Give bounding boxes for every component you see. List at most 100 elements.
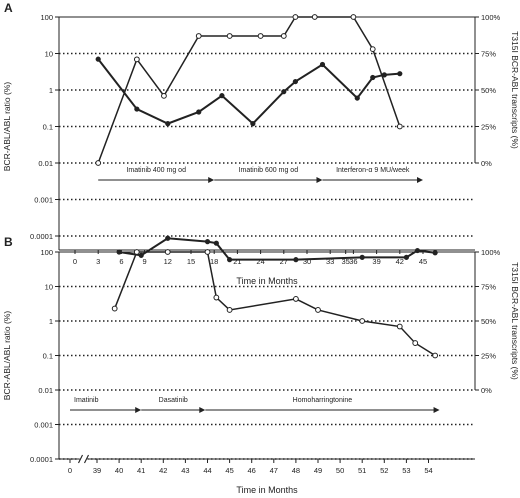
data-point — [369, 46, 376, 53]
data-point — [134, 106, 140, 112]
x-tick-label: 39 — [93, 466, 101, 475]
data-point — [95, 160, 102, 166]
data-point — [213, 294, 220, 301]
data-point — [213, 240, 219, 246]
x-tick-label: 44 — [203, 466, 211, 475]
data-point — [319, 61, 326, 68]
therapy-label: Imatinib 400 mg od — [126, 167, 186, 174]
therapy-arrowhead — [433, 407, 440, 413]
data-point — [315, 307, 321, 313]
data-point — [280, 33, 287, 39]
data-point — [226, 307, 233, 313]
x-tick-label: 21 — [233, 257, 241, 266]
y-right-tick-label: 25% — [481, 123, 496, 132]
x-tick-label: 33 — [326, 257, 334, 266]
data-point — [165, 121, 171, 127]
data-point — [227, 257, 233, 263]
y-left-tick-label: 1 — [49, 86, 53, 95]
therapy-arrowhead — [417, 177, 423, 183]
x-tick-label: 45 — [419, 257, 427, 266]
x-tick-label: 39 — [372, 257, 380, 266]
y-left-axis-title: BCR-ABL/ABL ratio (%) — [2, 82, 12, 172]
data-point — [138, 252, 144, 258]
x-tick-label: 51 — [358, 466, 366, 475]
x-tick-label: 47 — [270, 466, 278, 475]
x-tick-label: 36 — [349, 257, 357, 266]
x-tick-label: 41 — [137, 466, 145, 475]
axis-break-gap — [79, 455, 88, 463]
data-point — [204, 239, 211, 245]
data-point — [204, 249, 211, 255]
x-tick-label: 45 — [225, 466, 233, 475]
y-left-tick-label: 0.01 — [38, 159, 53, 168]
data-point — [133, 56, 140, 63]
y-right-tick-label: 75% — [481, 283, 496, 292]
x-tick-label: 52 — [380, 466, 388, 475]
x-tick-label: 27 — [280, 257, 288, 266]
data-point — [292, 14, 299, 20]
x-tick-label: 18 — [210, 257, 218, 266]
x-tick-label: 24 — [256, 257, 264, 266]
data-point — [95, 56, 101, 62]
x-tick-label: 46 — [248, 466, 256, 475]
y-left-tick-label: 0.0001 — [30, 232, 53, 241]
y-right-tick-label: 50% — [481, 86, 496, 95]
y-left-tick-label: 0.0001 — [30, 455, 53, 464]
x-tick-label: 0 — [73, 257, 77, 266]
data-point — [403, 254, 409, 260]
x-tick-label: 15 — [187, 257, 195, 266]
data-point — [432, 352, 439, 359]
data-point — [292, 78, 298, 85]
data-point — [133, 249, 140, 255]
y-left-tick-label: 10 — [45, 283, 53, 292]
therapy-arrowhead — [135, 407, 142, 413]
x-tick-label: 42 — [159, 466, 167, 475]
x-tick-label: 3 — [96, 257, 100, 266]
y-right-tick-label: 50% — [481, 317, 496, 326]
panel-label: B — [4, 235, 13, 249]
data-point — [350, 14, 357, 20]
data-point — [196, 109, 202, 115]
data-point — [219, 93, 225, 99]
data-point — [359, 254, 365, 260]
therapy-label: Interferon-α 9 MU/week — [336, 167, 410, 174]
therapy-arrowhead — [208, 177, 215, 183]
therapy-label: Dasatinib — [159, 397, 188, 404]
data-point — [250, 121, 256, 127]
x-axis-title: Time in Months — [236, 485, 298, 495]
x-tick-label: 43 — [181, 466, 189, 475]
data-point — [396, 323, 403, 330]
y-left-tick-label: 0.01 — [38, 386, 53, 395]
data-point — [414, 247, 421, 254]
data-point — [396, 123, 403, 130]
x-tick-label: 6 — [119, 257, 123, 266]
axis-break-mark — [78, 454, 83, 464]
y-right-axis-title: T315I BCR-ABL transcripts (%) — [510, 31, 520, 149]
panel-label: A — [4, 1, 13, 15]
data-point — [116, 249, 122, 255]
data-point — [257, 33, 264, 39]
y-left-tick-label: 0.001 — [34, 196, 53, 205]
y-left-tick-label: 0.1 — [43, 123, 53, 132]
data-point — [370, 74, 376, 81]
y-right-tick-label: 0% — [481, 386, 492, 395]
data-point — [164, 249, 171, 255]
data-point — [293, 296, 299, 302]
data-point — [226, 33, 233, 39]
data-point — [161, 92, 167, 99]
x-tick-label: 30 — [303, 257, 311, 266]
y-left-tick-label: 1 — [49, 317, 53, 326]
therapy-label: Homoharringtonine — [293, 397, 353, 404]
data-point — [354, 95, 360, 101]
data-point — [293, 257, 299, 263]
data-point — [412, 340, 419, 346]
data-point — [359, 318, 366, 324]
data-point — [432, 250, 438, 256]
series-line — [97, 16, 401, 164]
data-point — [195, 33, 202, 39]
x-tick-label: 49 — [314, 466, 322, 475]
y-right-tick-label: 100% — [481, 248, 501, 257]
therapy-label: Imatinib — [74, 397, 99, 404]
therapy-arrowhead — [199, 407, 206, 413]
